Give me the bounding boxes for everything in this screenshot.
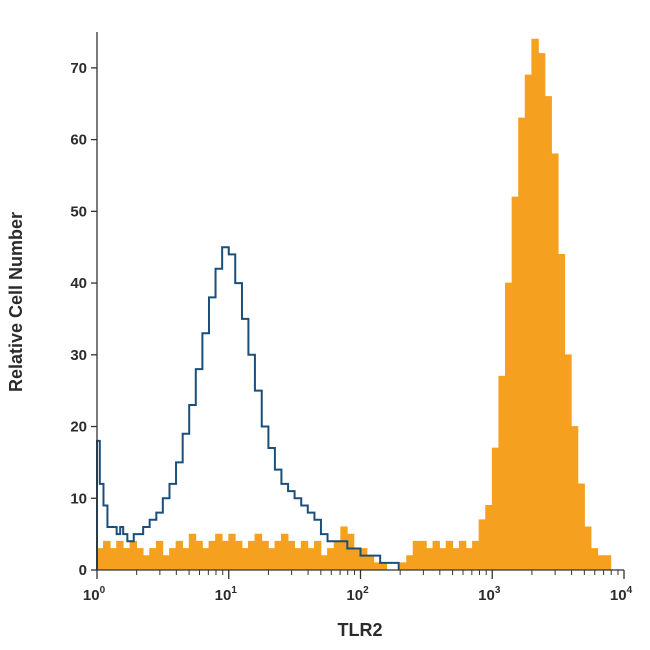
histogram-filled-series [96,38,612,571]
y-tick-label: 0 [79,562,87,579]
plot-area [96,38,612,571]
x-tick-label: 100 [83,585,106,604]
y-tick-label: 20 [70,419,87,436]
x-ticks: 100 101 102 103 104 [83,570,633,604]
y-tick-label: 50 [70,203,87,220]
x-tick-label: 104 [610,585,633,604]
y-tick-label: 30 [70,347,87,364]
x-tick-label: 102 [346,585,369,604]
y-tick-label: 60 [70,132,87,149]
histogram-outline-series [96,246,400,570]
y-tick-label: 70 [70,60,87,77]
x-tick-label: 101 [215,585,238,604]
x-axis-title: TLR2 [338,620,383,640]
y-axis-title: Relative Cell Number [6,212,26,392]
x-tick-label: 103 [478,585,501,604]
y-ticks: 0 10 20 30 40 50 60 70 [70,60,97,579]
y-tick-label: 10 [70,490,87,507]
y-tick-label: 40 [70,275,87,292]
